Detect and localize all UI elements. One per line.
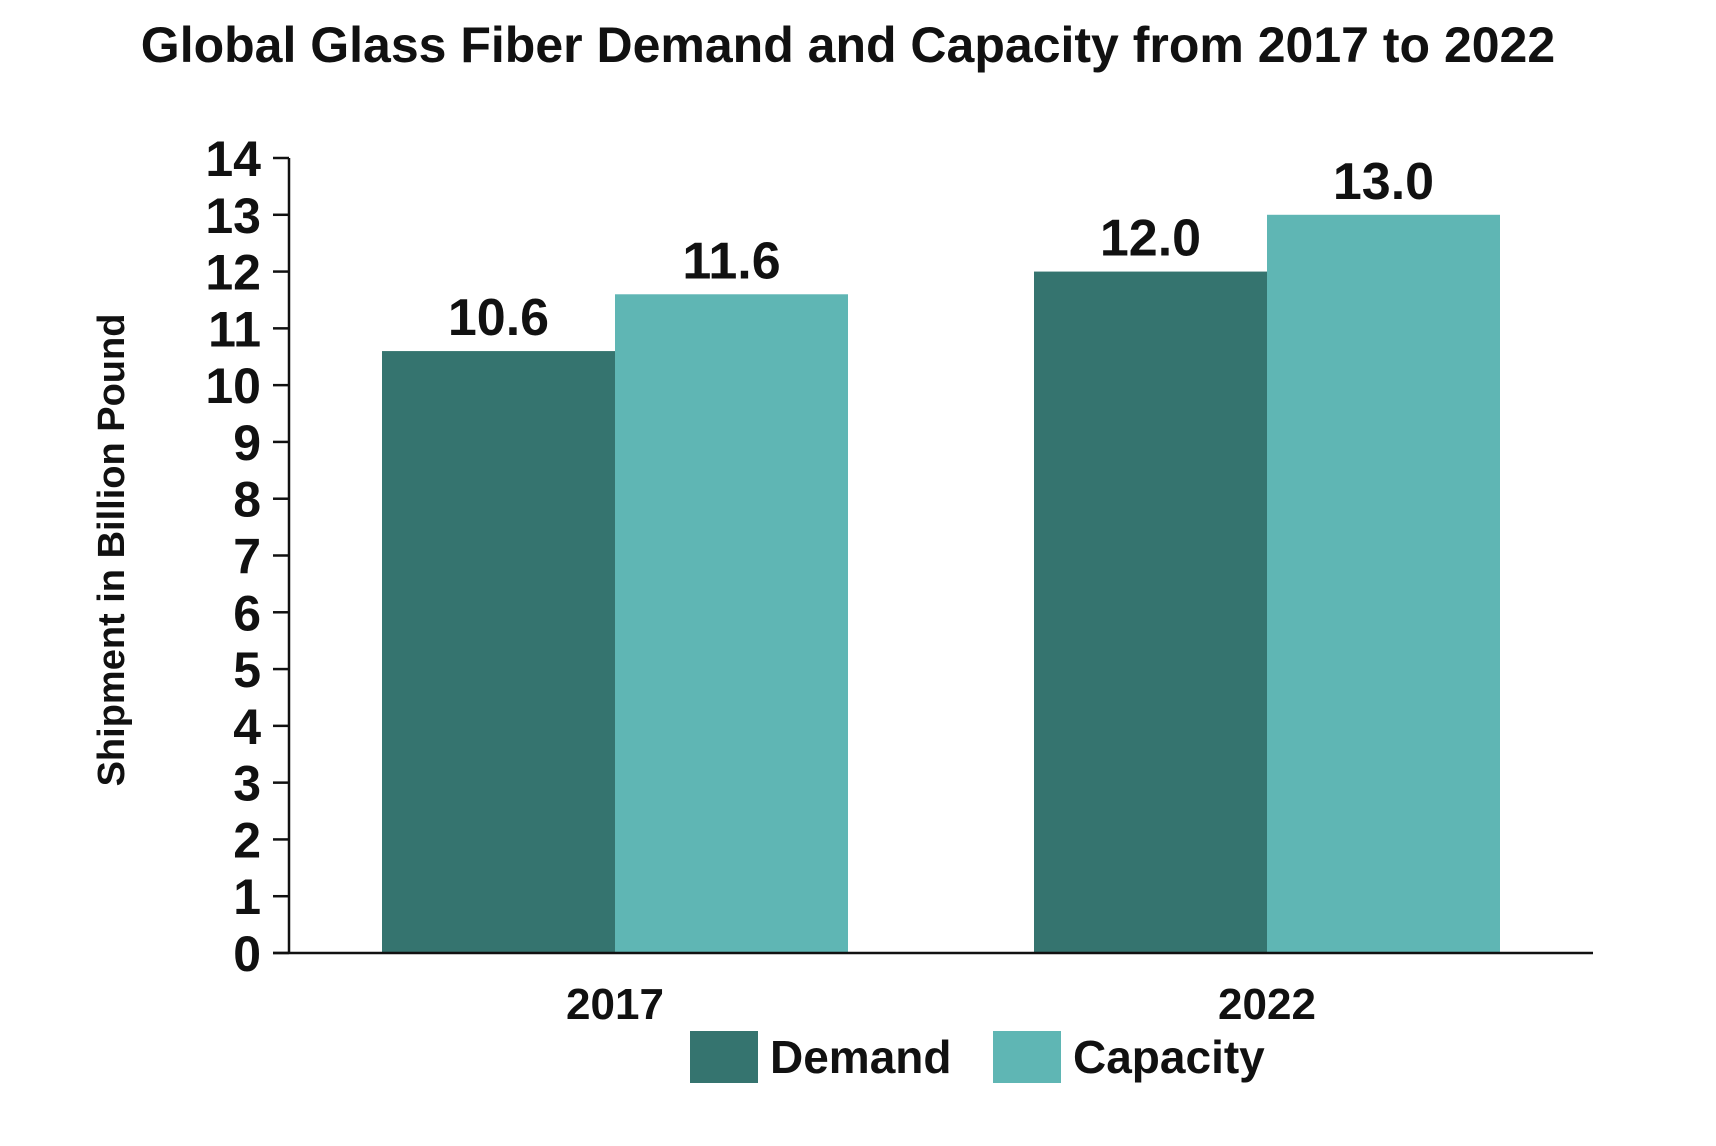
bar-capacity-2022 bbox=[1267, 214, 1500, 954]
data-label-demand-2022: 12.0 bbox=[1100, 210, 1201, 268]
y-tick-label: 4 bbox=[233, 699, 261, 755]
legend-label-capacity: Capacity bbox=[1073, 1031, 1265, 1083]
y-tick-label: 6 bbox=[233, 585, 261, 641]
legend: Demand Capacity bbox=[690, 1031, 1265, 1083]
x-category-label: 2022 bbox=[1218, 980, 1316, 1029]
value-labels-group: 10.6 11.6 12.0 13.0 bbox=[448, 153, 1434, 347]
y-tick-label: 14 bbox=[205, 131, 261, 187]
data-label-capacity-2022: 13.0 bbox=[1333, 153, 1434, 211]
y-tick-label: 0 bbox=[233, 926, 261, 982]
x-axis-categories: 2017 2022 bbox=[566, 980, 1316, 1029]
y-tick-label: 3 bbox=[233, 756, 261, 812]
bar-demand-2017 bbox=[382, 351, 615, 954]
legend-swatch-demand bbox=[690, 1031, 758, 1083]
y-tick-label: 7 bbox=[233, 529, 261, 585]
y-tick-label: 9 bbox=[233, 415, 261, 471]
bar-demand-2022 bbox=[1034, 271, 1267, 954]
y-tick-label: 2 bbox=[233, 812, 261, 868]
y-tick-label: 1 bbox=[233, 869, 261, 925]
legend-swatch-capacity bbox=[993, 1031, 1061, 1083]
y-axis-label: Shipment in Billion Pound bbox=[91, 314, 133, 787]
data-label-capacity-2017: 11.6 bbox=[682, 232, 780, 290]
x-category-label: 2017 bbox=[566, 980, 664, 1029]
y-tick-label: 11 bbox=[208, 301, 261, 357]
y-tick-label: 10 bbox=[205, 358, 261, 414]
y-tick-label: 13 bbox=[205, 188, 261, 244]
legend-label-demand: Demand bbox=[770, 1031, 951, 1083]
data-label-demand-2017: 10.6 bbox=[448, 289, 549, 347]
bar-capacity-2017 bbox=[615, 294, 848, 953]
y-tick-label: 8 bbox=[233, 472, 261, 528]
chart-title: Global Glass Fiber Demand and Capacity f… bbox=[141, 17, 1555, 73]
bars-group bbox=[382, 214, 1500, 954]
y-tick-label: 5 bbox=[233, 642, 261, 698]
y-tick-label: 12 bbox=[205, 245, 261, 301]
